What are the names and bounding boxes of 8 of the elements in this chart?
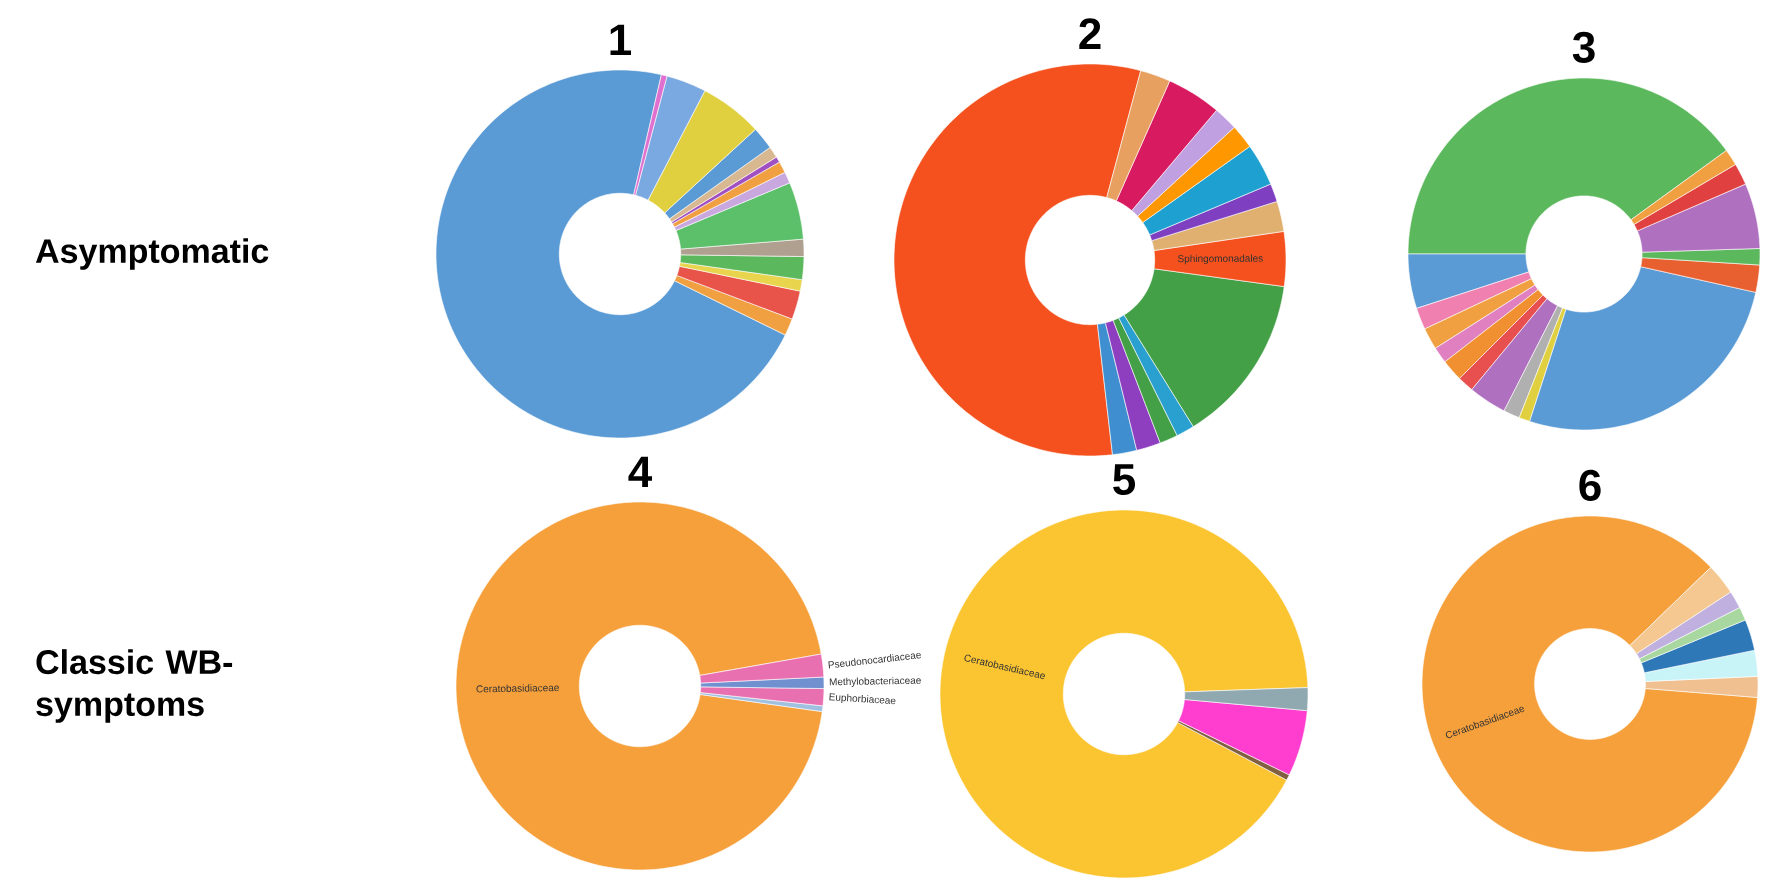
text: Classic WB-symptoms — [36, 649, 233, 723]
chart-title: 4 — [628, 456, 653, 487]
chart-title: 6 — [1579, 469, 1601, 501]
text: Asymptomatic — [35, 238, 269, 270]
chart-title: 2 — [1079, 18, 1101, 49]
chart-title: 1 — [610, 24, 632, 55]
chart-title: 3 — [1572, 31, 1595, 63]
chart-title: 5 — [1113, 464, 1136, 495]
